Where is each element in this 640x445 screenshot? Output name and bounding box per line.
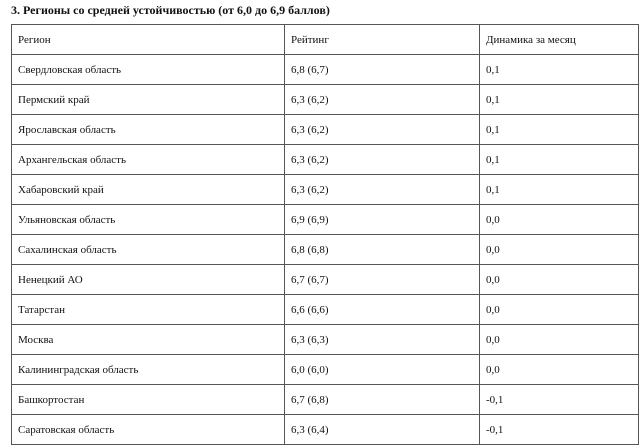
cell-rating: 6,6 (6,6) xyxy=(284,294,480,325)
cell-dynamics: 0,0 xyxy=(479,294,639,325)
cell-region: Свердловская область xyxy=(11,54,285,85)
cell-dynamics: 0,1 xyxy=(479,114,639,145)
cell-dynamics: 0,1 xyxy=(479,174,639,205)
cell-rating: 6,3 (6,4) xyxy=(284,414,480,445)
cell-dynamics: -0,1 xyxy=(479,414,639,445)
cell-region: Архангельская область xyxy=(11,144,285,175)
table-header-row: Регион Рейтинг Динамика за месяц xyxy=(11,24,639,55)
section-title: 3. Регионы со средней устойчивостью (от … xyxy=(11,3,330,17)
cell-region: Татарстан xyxy=(11,294,285,325)
table-row: Ярославская область 6,3 (6,2) 0,1 xyxy=(11,114,639,145)
cell-region: Башкортостан xyxy=(11,384,285,415)
cell-rating: 6,8 (6,7) xyxy=(284,54,480,85)
cell-dynamics: 0,0 xyxy=(479,354,639,385)
table-row: Ненецкий АО 6,7 (6,7) 0,0 xyxy=(11,264,639,295)
table-row: Сахалинская область 6,8 (6,8) 0,0 xyxy=(11,234,639,265)
cell-region: Ненецкий АО xyxy=(11,264,285,295)
cell-region: Хабаровский край xyxy=(11,174,285,205)
cell-dynamics: 0,0 xyxy=(479,204,639,235)
cell-region: Пермский край xyxy=(11,84,285,115)
cell-region: Калининградская область xyxy=(11,354,285,385)
table-row: Архангельская область 6,3 (6,2) 0,1 xyxy=(11,144,639,175)
table-row: Пермский край 6,3 (6,2) 0,1 xyxy=(11,84,639,115)
header-dynamics: Динамика за месяц xyxy=(479,24,639,55)
cell-rating: 6,3 (6,2) xyxy=(284,84,480,115)
table-row: Хабаровский край 6,3 (6,2) 0,1 xyxy=(11,174,639,205)
cell-rating: 6,9 (6,9) xyxy=(284,204,480,235)
cell-rating: 6,7 (6,7) xyxy=(284,264,480,295)
cell-region: Москва xyxy=(11,324,285,355)
header-region: Регион xyxy=(11,24,285,55)
cell-rating: 6,7 (6,8) xyxy=(284,384,480,415)
cell-region: Ярославская область xyxy=(11,114,285,145)
table-row: Саратовская область 6,3 (6,4) -0,1 xyxy=(11,414,639,445)
cell-rating: 6,3 (6,3) xyxy=(284,324,480,355)
table-row: Ульяновская область 6,9 (6,9) 0,0 xyxy=(11,204,639,235)
cell-rating: 6,3 (6,2) xyxy=(284,174,480,205)
table-row: Свердловская область 6,8 (6,7) 0,1 xyxy=(11,54,639,85)
table-row: Татарстан 6,6 (6,6) 0,0 xyxy=(11,294,639,325)
cell-dynamics: 0,1 xyxy=(479,144,639,175)
regions-table: Регион Рейтинг Динамика за месяц Свердло… xyxy=(11,24,639,445)
cell-dynamics: 0,0 xyxy=(479,264,639,295)
cell-dynamics: 0,0 xyxy=(479,234,639,265)
cell-dynamics: 0,0 xyxy=(479,324,639,355)
cell-rating: 6,8 (6,8) xyxy=(284,234,480,265)
table-row: Башкортостан 6,7 (6,8) -0,1 xyxy=(11,384,639,415)
cell-dynamics: 0,1 xyxy=(479,54,639,85)
cell-rating: 6,3 (6,2) xyxy=(284,144,480,175)
table-row: Москва 6,3 (6,3) 0,0 xyxy=(11,324,639,355)
cell-region: Саратовская область xyxy=(11,414,285,445)
table-row: Калининградская область 6,0 (6,0) 0,0 xyxy=(11,354,639,385)
header-rating: Рейтинг xyxy=(284,24,480,55)
cell-dynamics: 0,1 xyxy=(479,84,639,115)
cell-dynamics: -0,1 xyxy=(479,384,639,415)
cell-rating: 6,3 (6,2) xyxy=(284,114,480,145)
cell-region: Ульяновская область xyxy=(11,204,285,235)
cell-rating: 6,0 (6,0) xyxy=(284,354,480,385)
cell-region: Сахалинская область xyxy=(11,234,285,265)
